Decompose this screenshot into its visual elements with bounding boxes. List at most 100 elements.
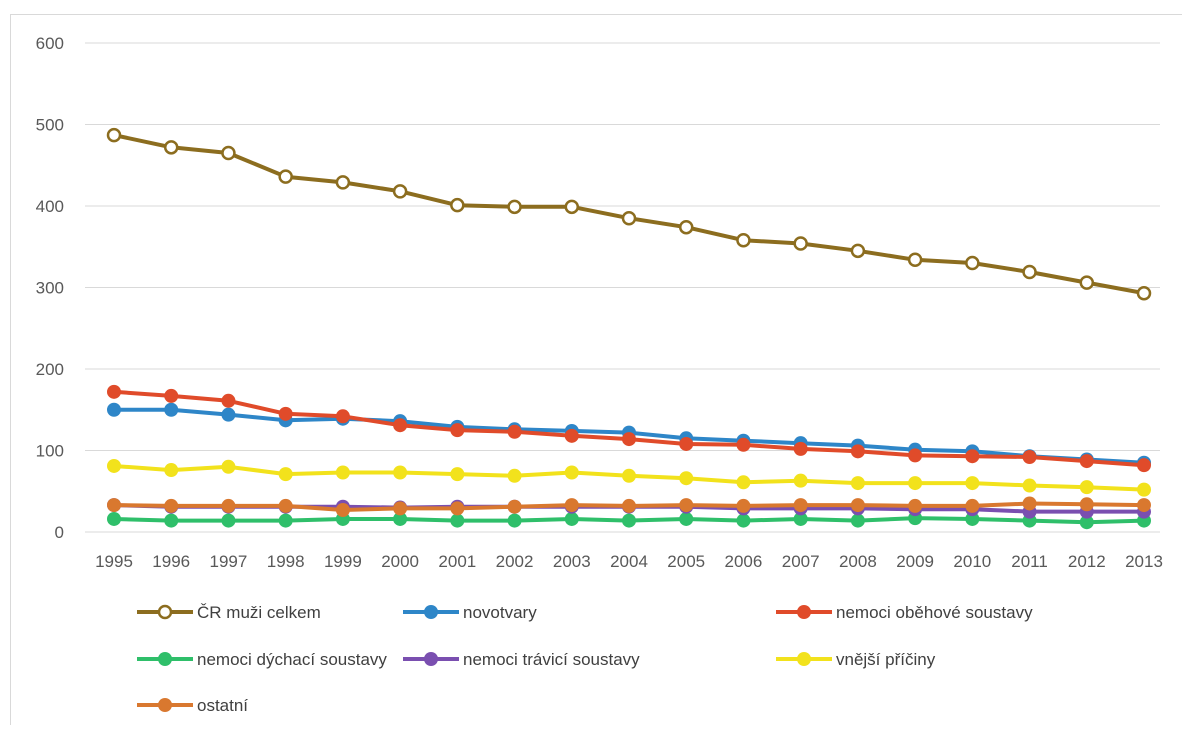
data-point [221,459,236,474]
data-point [1022,478,1037,493]
y-tick-label: 500 [36,116,64,135]
data-point [908,476,923,491]
legend-item: ostatní [137,696,248,715]
legend-label: novotvary [463,603,537,622]
data-point [507,424,522,439]
data-point [164,513,179,528]
legend-marker [424,652,438,666]
data-point [850,444,865,459]
data-point [278,498,293,513]
data-point [1079,480,1094,495]
data-point [1136,285,1152,301]
data-point [908,498,923,513]
x-tick-label: 2009 [896,552,934,571]
data-point [564,511,579,526]
data-point [164,388,179,403]
data-point [850,476,865,491]
x-axis-ticks: 1995 1996 1997 1998 1999 2000 2001 2002 2003 2004… [95,552,1163,571]
data-point [507,468,522,483]
series-layer [106,127,1152,530]
x-tick-label: 1998 [267,552,305,571]
data-point [278,169,293,184]
x-tick-label: 2012 [1068,552,1106,571]
y-tick-label: 600 [36,34,64,53]
data-point [163,140,179,155]
data-point [793,236,808,251]
data-point [450,197,465,213]
x-tick-label: 2007 [782,552,820,571]
data-point [278,406,293,421]
data-point [335,175,351,190]
legend-label: nemoci oběhové soustavy [836,603,1033,622]
series-2 [107,384,1151,473]
data-point [1137,482,1151,497]
data-point [850,513,865,528]
x-tick-label: 1999 [324,552,362,571]
data-point [164,463,179,478]
y-tick-label: 0 [55,523,64,542]
data-point [221,407,236,422]
data-point [507,199,522,215]
x-tick-label: 2006 [725,552,763,571]
legend-item: novotvary [403,603,537,622]
y-tick-label: 100 [36,442,64,461]
gridlines [85,42,1160,533]
data-point [393,465,408,480]
data-point [164,498,179,513]
legend-item: ČR muži celkem [137,603,321,622]
data-point [736,498,751,513]
data-point [107,498,121,513]
data-point [793,498,808,513]
data-point [736,232,751,248]
x-tick-label: 2004 [610,552,648,571]
data-point [1079,275,1095,290]
data-point [679,511,694,526]
data-point [622,432,636,447]
data-point [679,471,694,486]
data-point [908,448,923,463]
data-point [965,476,980,491]
legend-label: nemoci dýchací soustavy [197,650,387,669]
data-point [335,465,350,480]
data-point [106,127,122,143]
y-axis-ticks: 0 100 200 300 400 500 600 [36,34,64,542]
x-tick-label: 2003 [553,552,591,571]
data-point [221,145,236,161]
data-point [793,441,808,456]
x-tick-label: 2010 [953,552,991,571]
data-point [564,498,579,513]
data-point [965,511,980,526]
legend-item: nemoci trávicí soustavy [403,650,640,669]
data-point [107,458,121,473]
series-6 [107,496,1151,517]
data-point [278,467,293,482]
data-point [564,465,579,480]
x-tick-label: 1997 [210,552,248,571]
legend-marker [158,652,172,666]
data-point [679,498,694,513]
x-tick-label: 2005 [667,552,705,571]
legend-item: vnější příčiny [776,650,936,669]
data-point [1079,454,1094,469]
data-point [1079,497,1094,512]
legend-label: nemoci trávicí soustavy [463,650,640,669]
data-point [507,499,522,514]
data-point [736,475,751,490]
data-point [335,409,350,424]
legend-marker [797,652,811,666]
data-point [1022,496,1037,511]
data-point [622,513,636,528]
data-point [793,473,808,488]
data-point [335,502,350,517]
legend-marker [158,698,172,712]
y-tick-label: 200 [36,360,64,379]
x-tick-label: 2001 [438,552,476,571]
data-point [564,428,579,443]
data-point [1137,458,1151,473]
data-point [679,436,694,451]
data-point [965,255,980,271]
data-point [221,513,236,528]
chart-frame [10,14,1182,725]
series-3 [107,511,1151,530]
